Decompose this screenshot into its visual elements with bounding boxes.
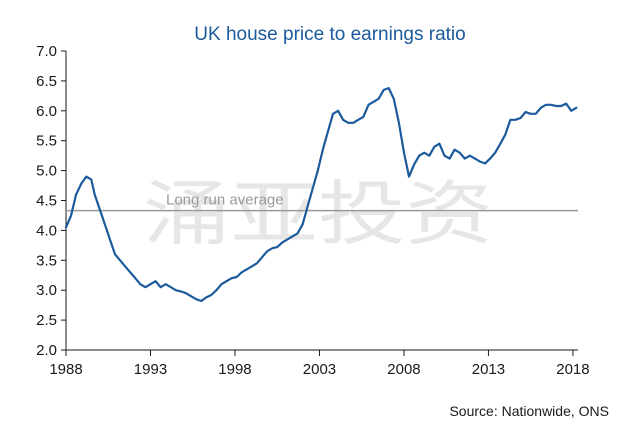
series-group xyxy=(64,86,578,303)
y-tick-label: 6.5 xyxy=(36,73,57,90)
series-line xyxy=(64,86,578,303)
y-axis: 2.0 2.5 3.0 3.5 4.0 4.5 5.0 5.5 6.0 6.5 7.0 xyxy=(36,43,67,359)
watermark: 涌亚投资 xyxy=(143,173,493,255)
chart-title: UK house price to earnings ratio xyxy=(194,24,465,45)
reference-line-group: Long run average xyxy=(66,192,578,212)
source-note: Source: Nationwide, ONS xyxy=(449,403,609,419)
x-tick-label: 2008 xyxy=(387,361,420,378)
y-tick-label: 2.5 xyxy=(36,312,57,329)
x-tick-label: 1993 xyxy=(134,361,167,378)
y-tick-label: 7.0 xyxy=(36,43,57,60)
y-tick-label: 5.0 xyxy=(36,163,57,180)
x-axis: 1988 1993 1998 2003 2008 2013 2018 xyxy=(49,349,590,378)
y-tick-label: 3.0 xyxy=(36,282,57,299)
y-tick-label: 3.5 xyxy=(36,252,57,269)
y-tick-label: 2.0 xyxy=(36,342,57,359)
x-tick-label: 2003 xyxy=(303,361,336,378)
y-tick-label: 4.5 xyxy=(36,193,57,210)
x-tick-label: 2013 xyxy=(472,361,505,378)
x-tick-label: 2018 xyxy=(556,361,589,378)
long-run-average-label: Long run average xyxy=(166,192,284,209)
y-tick-label: 6.0 xyxy=(36,103,57,120)
y-tick-label: 4.0 xyxy=(36,222,57,239)
x-tick-label: 1988 xyxy=(49,361,82,378)
x-tick-label: 1998 xyxy=(218,361,251,378)
y-tick-label: 5.5 xyxy=(36,133,57,150)
